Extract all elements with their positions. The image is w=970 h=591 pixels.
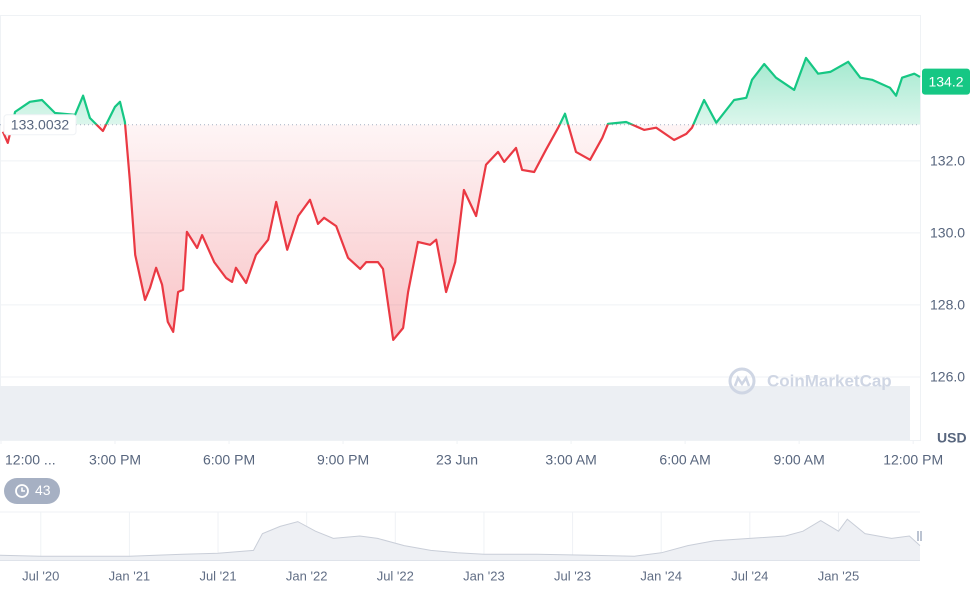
volume-band	[0, 386, 910, 440]
baseline-label-bg	[3, 114, 77, 136]
y-tick-label: 130.0	[930, 225, 965, 241]
watermark: CoinMarketCap	[728, 367, 892, 395]
navigator-tick-label: Jul '22	[377, 568, 414, 583]
navigator-line	[0, 518, 921, 557]
navigator-tick-label: Jan '25	[818, 568, 860, 583]
watermark-logo	[728, 367, 756, 395]
x-tick-label: 12:00 PM	[883, 452, 943, 468]
history-badge-bg[interactable]	[4, 478, 60, 504]
navigator-tick-label: Jul '21	[199, 568, 236, 583]
navigator-handle[interactable]	[917, 531, 922, 541]
x-tick-label: 9:00 PM	[317, 452, 369, 468]
y-tick-label: 128.0	[930, 297, 965, 313]
history-icon	[15, 484, 29, 498]
x-tick-label: 3:00 PM	[89, 452, 141, 468]
baseline-label: 133.0032	[11, 116, 70, 132]
navigator-tick-label: Jul '23	[554, 568, 591, 583]
x-tick-label: 12:00 ...	[5, 452, 56, 468]
navigator-tick-label: Jan '24	[640, 568, 682, 583]
y-axis-unit: USD	[937, 430, 967, 446]
current-price-badge	[922, 68, 970, 95]
history-count: 43	[35, 482, 51, 498]
navigator-tick-label: Jul '20	[22, 568, 59, 583]
plot-frame	[0, 15, 921, 441]
navigator-tick-label: Jan '23	[463, 568, 505, 583]
navigator-tick-label: Jul '24	[731, 568, 768, 583]
x-tick-label: 3:00 AM	[545, 452, 596, 468]
navigator-tick-label: Jan '21	[109, 568, 151, 583]
current-price-label: 134.2	[928, 73, 963, 89]
x-tick-label: 9:00 AM	[773, 452, 824, 468]
x-tick-label: 6:00 PM	[203, 452, 255, 468]
y-tick-label: 126.0	[930, 369, 965, 385]
x-tick-label: 23 Jun	[436, 452, 478, 468]
watermark-logo-mark	[733, 375, 751, 387]
navigator-tick-label: Jan '22	[286, 568, 328, 583]
x-tick-label: 6:00 AM	[659, 452, 710, 468]
y-tick-label: 132.0	[930, 153, 965, 169]
price-area	[2, 57, 920, 340]
watermark-text: CoinMarketCap	[767, 371, 892, 390]
price-line	[1, 56, 921, 341]
history-icon-hand	[21, 487, 25, 492]
navigator-area	[0, 519, 920, 560]
history-badge[interactable]: 43	[4, 478, 60, 504]
